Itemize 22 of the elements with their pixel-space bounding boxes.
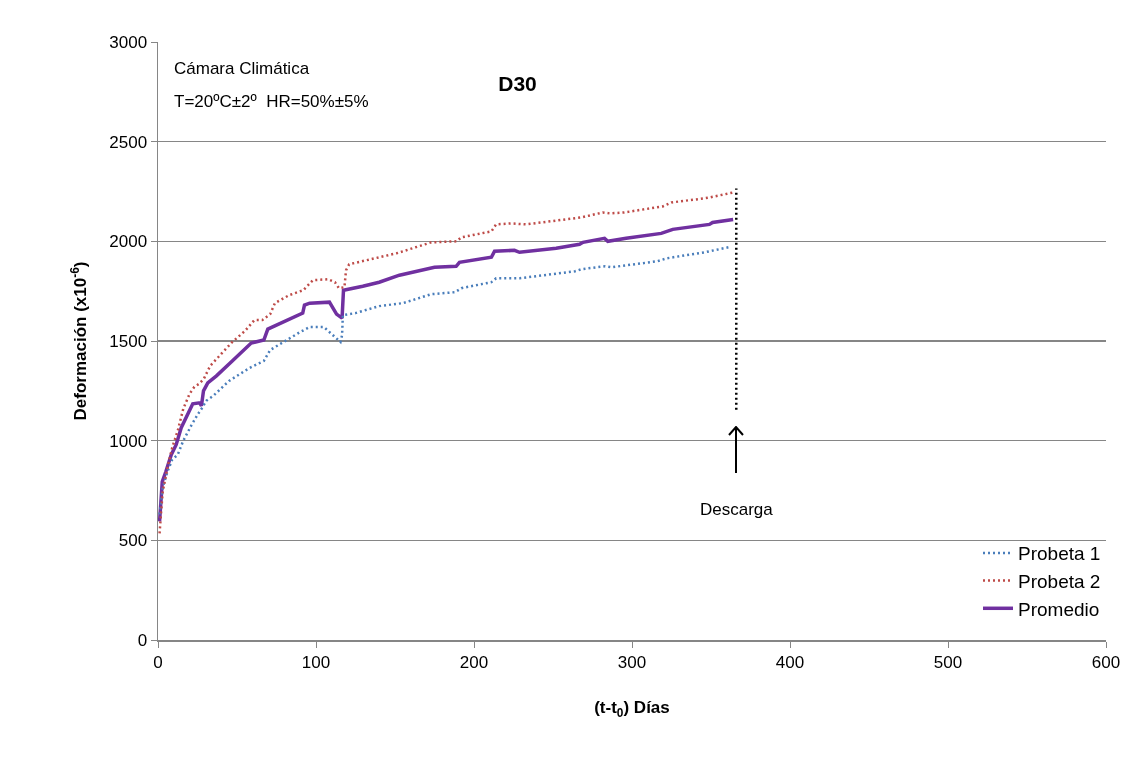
annotation: T=20ºC±2º HR=50%±5% (174, 92, 369, 111)
x-axis-title: (t-t$_{0}$) Días (594, 698, 670, 720)
x-tick-label: 0 (153, 652, 163, 672)
y-tick-label: 500 (118, 531, 148, 551)
x-tick-label: 500 (933, 652, 963, 672)
x-tick-label: 600 (1091, 652, 1121, 672)
y-tick-label: 2000 (109, 232, 148, 252)
x-tick-label: 400 (775, 652, 805, 672)
legend-label: Promedio (1018, 598, 1100, 620)
annotation: Cámara Climática (174, 59, 310, 78)
y-tick-label: 1500 (109, 331, 148, 351)
text: D30 (498, 71, 537, 95)
y-tick-label: 3000 (109, 32, 148, 52)
x-tick-label: 200 (459, 652, 489, 672)
legend-label: Probeta 2 (1018, 571, 1101, 592)
legend-label: Probeta 1 (1018, 543, 1101, 565)
y-tick-label: 2500 (109, 132, 148, 152)
y-tick-label: 0 (137, 630, 148, 650)
x-tick-label: 300 (617, 652, 647, 672)
x-tick-label: 100 (301, 652, 331, 672)
y-tick-label: 1000 (109, 431, 148, 451)
annotation: Descarga (700, 500, 774, 519)
